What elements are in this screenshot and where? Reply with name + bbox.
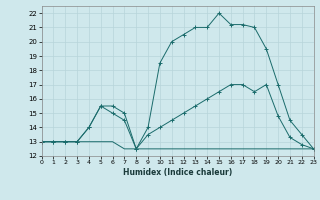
X-axis label: Humidex (Indice chaleur): Humidex (Indice chaleur) (123, 168, 232, 177)
